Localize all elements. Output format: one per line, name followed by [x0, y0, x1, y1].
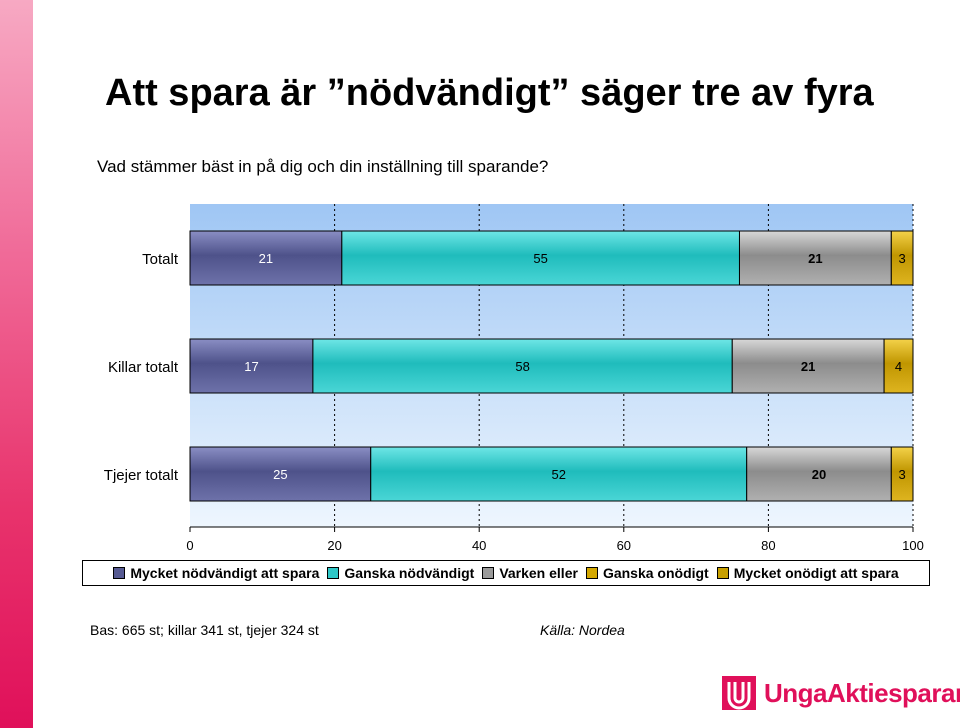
bar-segment: [189, 338, 314, 394]
bar-segment: [746, 446, 892, 502]
legend-swatch: [113, 567, 126, 579]
bar-segment: [890, 230, 914, 286]
sample-base-note: Bas: 665 st; killar 341 st, tjejer 324 s…: [90, 622, 319, 638]
x-tick-label: 40: [472, 538, 486, 553]
x-tick-label: 100: [902, 538, 924, 553]
legend-label: Varken eller: [499, 565, 578, 581]
data-label: 20: [812, 467, 826, 482]
x-tick-label: 60: [617, 538, 631, 553]
page-title: Att spara är ”nödvändigt” säger tre av f…: [105, 72, 874, 114]
question-subtitle: Vad stämmer bäst in på dig och din instä…: [97, 157, 549, 176]
data-label: 21: [808, 251, 822, 266]
legend-item: Varken eller: [482, 565, 578, 581]
bar-segment: [341, 230, 740, 286]
category-label: Tjejer totalt: [104, 467, 179, 484]
data-label: 55: [533, 251, 547, 266]
legend-label: Ganska nödvändigt: [344, 565, 475, 581]
data-label: 17: [244, 359, 258, 374]
brand-logo: UngaAktiesparare: [722, 676, 960, 710]
legend-label: Ganska onödigt: [602, 565, 709, 581]
legend-swatch: [585, 567, 598, 579]
data-label: 25: [273, 467, 287, 482]
legend-label: Mycket nödvändigt att spara: [130, 565, 320, 581]
x-tick-label: 80: [761, 538, 775, 553]
data-label: 52: [551, 467, 565, 482]
bar-segment: [189, 446, 372, 502]
legend-swatch: [482, 567, 495, 579]
legend-item: Mycket onödigt att spara: [716, 565, 899, 581]
data-label: 3: [899, 251, 906, 266]
brand-logo-mark: [722, 676, 756, 710]
category-label: Totalt: [142, 251, 179, 268]
bar-segment: [189, 230, 343, 286]
legend-item: Ganska onödigt: [585, 565, 709, 581]
data-label: 3: [899, 467, 906, 482]
data-label: 58: [515, 359, 529, 374]
legend-item: Ganska nödvändigt: [327, 565, 474, 581]
x-tick-label: 20: [327, 538, 341, 553]
bar-segment: [883, 338, 914, 394]
chart-legend: Mycket nödvändigt att spara Ganska nödvä…: [82, 560, 930, 586]
bar-segment: [312, 338, 733, 394]
x-tick-label: 0: [186, 538, 193, 553]
category-label: Killar totalt: [108, 359, 179, 376]
data-label: 21: [259, 251, 273, 266]
brand-logo-text: UngaAktiesparare: [764, 677, 960, 708]
side-stripe: [0, 0, 33, 728]
bar-segment: [890, 446, 914, 502]
data-label: 4: [895, 359, 902, 374]
source-note: Källa: Nordea: [540, 622, 625, 638]
data-label: 21: [801, 359, 815, 374]
legend-swatch: [327, 567, 340, 579]
legend-label: Mycket onödigt att spara: [733, 565, 899, 581]
legend-item: Mycket nödvändigt att spara: [113, 565, 319, 581]
legend-swatch: [716, 567, 729, 579]
bar-segment: [370, 446, 748, 502]
bar-segment: [731, 338, 885, 394]
